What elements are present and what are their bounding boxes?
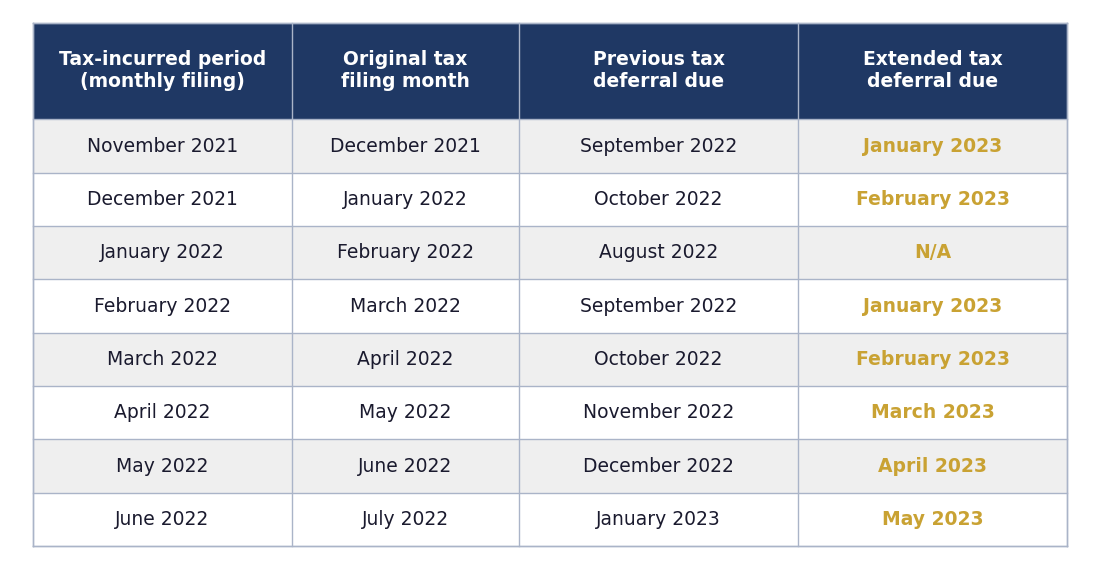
Bar <box>292 23 519 119</box>
Bar <box>33 440 292 493</box>
Bar <box>33 23 292 119</box>
Bar <box>292 226 519 279</box>
Bar <box>799 386 1067 440</box>
Text: June 2022: June 2022 <box>116 510 209 529</box>
Text: May 2022: May 2022 <box>359 403 451 422</box>
Text: January 2022: January 2022 <box>343 190 468 209</box>
Bar <box>33 333 292 386</box>
Text: January 2022: January 2022 <box>100 243 224 262</box>
Text: December 2022: December 2022 <box>583 457 734 476</box>
Bar <box>292 279 519 333</box>
Text: April 2022: April 2022 <box>114 403 210 422</box>
Text: N/A: N/A <box>914 243 952 262</box>
Bar <box>519 23 799 119</box>
Text: Extended tax
deferral due: Extended tax deferral due <box>862 51 1002 91</box>
Text: Original tax
filing month: Original tax filing month <box>341 51 470 91</box>
Bar <box>33 226 292 279</box>
Bar <box>292 333 519 386</box>
Text: January 2023: January 2023 <box>596 510 720 529</box>
Text: October 2022: October 2022 <box>594 190 723 209</box>
Bar <box>799 493 1067 546</box>
Bar <box>33 279 292 333</box>
Bar <box>799 226 1067 279</box>
Text: February 2022: February 2022 <box>337 243 474 262</box>
Bar <box>519 440 799 493</box>
Text: April 2022: April 2022 <box>358 350 453 369</box>
Text: March 2022: March 2022 <box>107 350 218 369</box>
Bar <box>519 173 799 226</box>
Bar <box>519 333 799 386</box>
Text: March 2023: March 2023 <box>870 403 994 422</box>
Bar <box>519 279 799 333</box>
Bar <box>33 386 292 440</box>
Text: January 2023: January 2023 <box>864 297 1002 316</box>
Text: April 2023: April 2023 <box>878 457 987 476</box>
Bar <box>519 226 799 279</box>
Bar <box>799 333 1067 386</box>
Text: December 2021: December 2021 <box>87 190 238 209</box>
Text: January 2023: January 2023 <box>864 137 1002 155</box>
Bar <box>292 173 519 226</box>
Bar <box>33 119 292 173</box>
Text: October 2022: October 2022 <box>594 350 723 369</box>
Bar <box>519 493 799 546</box>
Text: September 2022: September 2022 <box>580 297 737 316</box>
Text: February 2023: February 2023 <box>856 190 1010 209</box>
Bar <box>292 440 519 493</box>
Bar <box>33 173 292 226</box>
Text: September 2022: September 2022 <box>580 137 737 155</box>
Text: May 2023: May 2023 <box>882 510 983 529</box>
Text: August 2022: August 2022 <box>598 243 718 262</box>
Text: February 2022: February 2022 <box>94 297 231 316</box>
Bar <box>799 23 1067 119</box>
Text: November 2022: November 2022 <box>583 403 734 422</box>
Bar <box>292 493 519 546</box>
Text: November 2021: November 2021 <box>87 137 238 155</box>
Text: Tax-incurred period
(monthly filing): Tax-incurred period (monthly filing) <box>58 51 266 91</box>
Bar <box>799 440 1067 493</box>
Text: March 2022: March 2022 <box>350 297 461 316</box>
Bar <box>519 119 799 173</box>
Bar <box>292 119 519 173</box>
Text: December 2021: December 2021 <box>330 137 481 155</box>
Bar <box>799 119 1067 173</box>
Text: February 2023: February 2023 <box>856 350 1010 369</box>
Text: June 2022: June 2022 <box>359 457 452 476</box>
Text: Previous tax
deferral due: Previous tax deferral due <box>593 51 725 91</box>
Text: May 2022: May 2022 <box>117 457 208 476</box>
Text: July 2022: July 2022 <box>362 510 449 529</box>
Bar <box>799 173 1067 226</box>
Bar <box>292 386 519 440</box>
Bar <box>799 279 1067 333</box>
Bar <box>519 386 799 440</box>
Bar <box>33 493 292 546</box>
